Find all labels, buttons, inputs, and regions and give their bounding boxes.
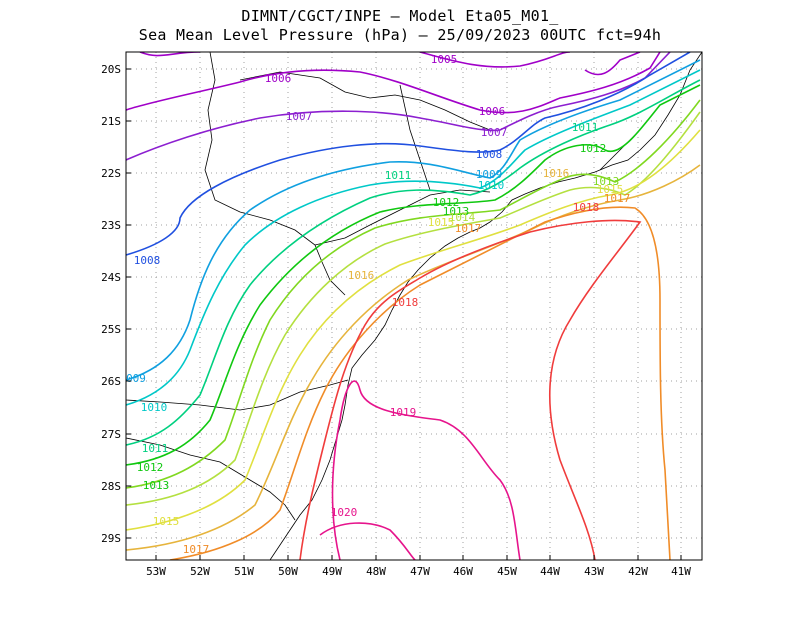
contour-label: 1015 bbox=[153, 515, 180, 528]
contour-label: 1019 bbox=[390, 406, 417, 419]
isobar-1013 bbox=[126, 99, 701, 489]
contour-label: 1013 bbox=[143, 479, 170, 492]
isobar-1012 bbox=[126, 84, 701, 466]
contour-label: 1011 bbox=[385, 169, 412, 182]
map-frame bbox=[125, 51, 703, 561]
isobar-1018 bbox=[299, 219, 642, 560]
contour-label: 1014 bbox=[449, 211, 476, 224]
contour-label: 1017 bbox=[604, 192, 631, 205]
contour-label: 009 bbox=[126, 372, 146, 385]
isobar-1007 bbox=[126, 52, 671, 161]
lat-tick-label: 27S bbox=[101, 428, 121, 441]
contour-label: 1007 bbox=[481, 126, 508, 139]
lat-tick-label: 29S bbox=[101, 532, 121, 545]
contour-label: 1015 bbox=[428, 216, 455, 229]
lat-tick-label: 23S bbox=[101, 219, 121, 232]
contour-label: 1012 bbox=[433, 196, 460, 209]
longitude-labels: 53W 52W 51W 50W 49W 48W 47W 46W 45W 44W … bbox=[146, 565, 691, 578]
lon-tick-label: 44W bbox=[540, 565, 560, 578]
isobar-1017 bbox=[169, 206, 671, 560]
title-line-1: DIMNT/CGCT/INPE – Model Eta05_M01_ bbox=[241, 7, 559, 25]
lon-tick-label: 50W bbox=[278, 565, 298, 578]
lon-tick-label: 42W bbox=[628, 565, 648, 578]
lon-tick-label: 52W bbox=[190, 565, 210, 578]
contour-label: 1006 bbox=[479, 105, 506, 118]
isobars bbox=[126, 52, 701, 560]
contour-label: 1011 bbox=[572, 121, 599, 134]
contour-label: 1018 bbox=[573, 201, 600, 214]
contour-label: 1017 bbox=[455, 222, 482, 235]
isobar-1011 bbox=[126, 79, 701, 446]
isobar-1010 bbox=[126, 69, 701, 406]
lat-tick-label: 28S bbox=[101, 480, 121, 493]
lon-tick-label: 51W bbox=[234, 565, 254, 578]
contour-label: 1009 bbox=[476, 168, 503, 181]
contour-label: 1013 bbox=[443, 205, 470, 218]
isobar-1009 bbox=[126, 59, 701, 381]
contour-label: 1017 bbox=[183, 543, 210, 556]
contour-label: 1015 bbox=[597, 183, 624, 196]
lon-tick-label: 46W bbox=[453, 565, 473, 578]
isobar-1016 bbox=[126, 164, 701, 551]
lon-tick-label: 47W bbox=[410, 565, 430, 578]
tick-marks bbox=[126, 68, 682, 560]
lat-tick-label: 26S bbox=[101, 375, 121, 388]
lon-tick-label: 48W bbox=[366, 565, 386, 578]
contour-label: 1011 bbox=[142, 442, 169, 455]
contour-label: 1012 bbox=[580, 142, 607, 155]
contour-label: 1006 bbox=[265, 72, 292, 85]
contour-label: 1008 bbox=[476, 148, 503, 161]
contour-label: 1018 bbox=[392, 296, 419, 309]
isobar-1008 bbox=[126, 52, 691, 256]
lat-tick-label: 24S bbox=[101, 271, 121, 284]
contour-label: 1010 bbox=[141, 401, 168, 414]
contour-label: 1020 bbox=[331, 506, 358, 519]
isobar-1015 bbox=[126, 129, 701, 531]
latitude-labels: 20S 21S 22S 23S 24S 25S 26S 27S 28S 29S bbox=[101, 63, 121, 545]
contour-label: 1005 bbox=[431, 53, 458, 66]
contour-label: 1016 bbox=[543, 167, 570, 180]
lon-tick-label: 41W bbox=[671, 565, 691, 578]
lon-tick-label: 53W bbox=[146, 565, 166, 578]
isobar-1019 bbox=[331, 380, 521, 560]
lat-tick-label: 20S bbox=[101, 63, 121, 76]
lat-tick-label: 21S bbox=[101, 115, 121, 128]
contour-label: 1016 bbox=[348, 269, 375, 282]
contour-label: 1008 bbox=[134, 254, 161, 267]
isobar-1005 bbox=[139, 52, 641, 76]
lon-tick-label: 43W bbox=[584, 565, 604, 578]
lon-tick-label: 45W bbox=[497, 565, 517, 578]
contour-label: 1013 bbox=[593, 175, 620, 188]
title-line-2: Sea Mean Level Pressure (hPa) – 25/09/20… bbox=[138, 26, 662, 44]
contour-label: 1010 bbox=[478, 179, 505, 192]
lon-tick-label: 49W bbox=[322, 565, 342, 578]
isobar-1006 bbox=[126, 52, 661, 114]
lat-tick-label: 25S bbox=[101, 323, 121, 336]
isobar-1020 bbox=[319, 522, 416, 560]
contour-label: 1007 bbox=[286, 110, 313, 123]
contour-labels: 1005 1006 1006 1007 1007 1008 1008 1009 … bbox=[126, 53, 630, 556]
contour-label: 1012 bbox=[137, 461, 164, 474]
lat-tick-label: 22S bbox=[101, 167, 121, 180]
